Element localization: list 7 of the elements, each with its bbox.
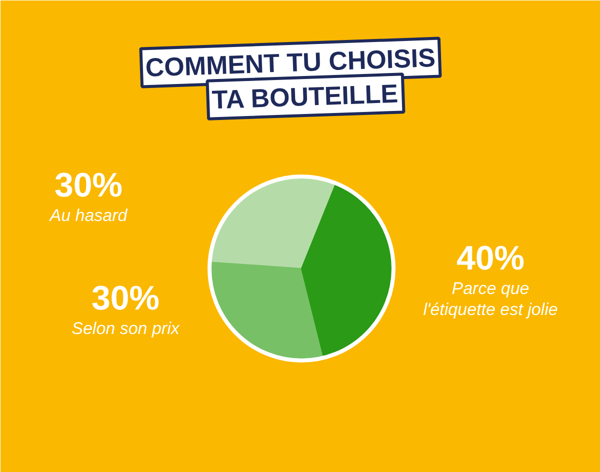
chart-title: COMMENT TU CHOISIS TA BOUTEILLE — [144, 42, 436, 115]
slice-label: Au hasard — [48, 206, 128, 225]
slice-label: Selon son prix — [72, 319, 180, 338]
slice-label: Parce que l'étiquette est jolie — [423, 279, 558, 319]
data-label: 30% — [91, 280, 160, 318]
data-label: 40% — [456, 240, 525, 278]
data-label: 30% — [54, 166, 123, 204]
